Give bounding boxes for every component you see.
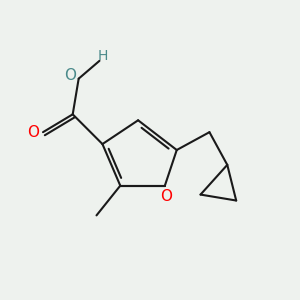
Text: H: H (97, 50, 108, 63)
Text: O: O (64, 68, 76, 83)
Text: O: O (28, 125, 40, 140)
Text: O: O (160, 189, 172, 204)
